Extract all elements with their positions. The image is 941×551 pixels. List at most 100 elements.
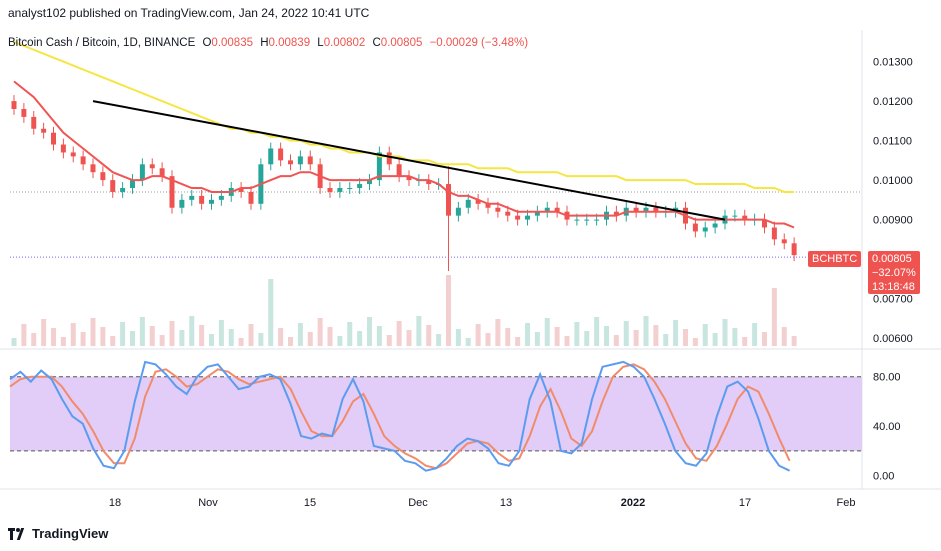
volume-bar [179, 330, 185, 346]
stoch-d-line [9, 363, 791, 470]
tradingview-wordmark: TradingView [32, 526, 109, 541]
moving-averages [13, 40, 795, 229]
candle-body [692, 223, 698, 232]
candle-body [525, 215, 530, 220]
volume-bar [604, 326, 609, 346]
candle-body [771, 227, 777, 240]
volume-bar [446, 275, 451, 346]
time-tick-label: 2022 [621, 497, 645, 509]
price-tick-label: 0.01200 [873, 96, 913, 108]
price-tick-label: 0.01000 [873, 175, 913, 187]
volume-bar [317, 318, 323, 346]
time-tick-label: 18 [109, 497, 121, 509]
volume-bar [623, 321, 629, 346]
candle-body [11, 101, 17, 109]
volume-bar [712, 333, 718, 346]
volume-bar [130, 331, 135, 346]
trendline-segment [92, 100, 726, 221]
candle-body [248, 191, 254, 204]
volume-bar [475, 324, 481, 346]
candle-body [159, 168, 165, 177]
volume-bar [70, 323, 76, 346]
candle-body [130, 180, 135, 188]
volume-bar [554, 327, 560, 346]
candle-body [80, 156, 86, 165]
volume-bar [218, 320, 224, 346]
candle-body [485, 203, 491, 208]
candle-body [396, 164, 402, 177]
candle-body [475, 199, 481, 204]
volume-bar [110, 336, 116, 346]
countdown-badge: 13:18:48 [868, 280, 920, 294]
candle-body [139, 164, 145, 181]
stoch-tick-label: 0.00 [873, 471, 894, 483]
candle-body [613, 211, 619, 216]
candle-body [367, 180, 372, 185]
candle-body [505, 211, 511, 216]
candle-body [406, 176, 412, 181]
candle-body [712, 223, 718, 228]
candle-body [426, 180, 432, 185]
candle-body [169, 176, 175, 208]
volume-bar [228, 329, 234, 346]
candle-body [544, 207, 550, 212]
time-tick-label: 15 [304, 497, 316, 509]
candle-body [238, 188, 244, 192]
volume-bar [51, 328, 56, 346]
tradingview-logo[interactable]: TradingView [8, 526, 108, 541]
price-tick-label: 0.00600 [873, 333, 913, 345]
volume-bar [692, 338, 698, 346]
volume-bar [574, 322, 580, 346]
candle-body [584, 219, 590, 221]
volume-bar [663, 334, 669, 346]
volume-bar [189, 316, 195, 346]
candle-body [633, 207, 639, 212]
volume-bar [386, 335, 392, 346]
volume-bar [455, 329, 461, 346]
time-tick-label: 17 [739, 497, 751, 509]
volume-bar [367, 317, 372, 346]
candle-body [455, 207, 461, 216]
candle-body [515, 215, 521, 220]
volume-bar [762, 332, 767, 346]
volume-bar [60, 337, 66, 346]
candle-body [386, 152, 392, 165]
volume-bar [288, 337, 293, 346]
percent-change-badge: −32.07% [868, 266, 920, 280]
candle-body [357, 184, 363, 188]
volume-bar [544, 318, 550, 346]
volume-bar [584, 331, 590, 346]
ticker-badge: BCHBTC [808, 251, 862, 267]
volume-bar [238, 338, 244, 346]
volume-bar [781, 327, 787, 346]
candles [11, 95, 797, 271]
volume-bar [771, 288, 777, 346]
candle-body [702, 227, 708, 232]
volume-bar [21, 324, 27, 346]
volume-bar [31, 333, 37, 346]
candle-body [288, 160, 293, 165]
candle-body [307, 156, 313, 165]
candle-body [199, 195, 205, 204]
candle-body [90, 164, 96, 173]
candle-body [60, 144, 66, 153]
candle-body [732, 215, 738, 217]
volume-bar [416, 316, 422, 346]
candle-body [278, 148, 284, 161]
time-tick-label: Dec [408, 497, 428, 509]
volume-bar [613, 335, 619, 346]
ma-fast-line [13, 80, 795, 229]
volume-bar [791, 336, 797, 346]
volume-bar [41, 319, 47, 346]
candle-body [465, 199, 471, 208]
volume-bar [673, 320, 679, 346]
volume-bar [297, 323, 303, 346]
time-tick-label: Feb [837, 497, 856, 509]
volume-bar [149, 326, 155, 346]
volume-bar [258, 333, 264, 346]
volume-bar [406, 330, 412, 346]
candle-body [51, 132, 56, 145]
volume-bar [633, 330, 639, 346]
candle-body [495, 207, 501, 212]
